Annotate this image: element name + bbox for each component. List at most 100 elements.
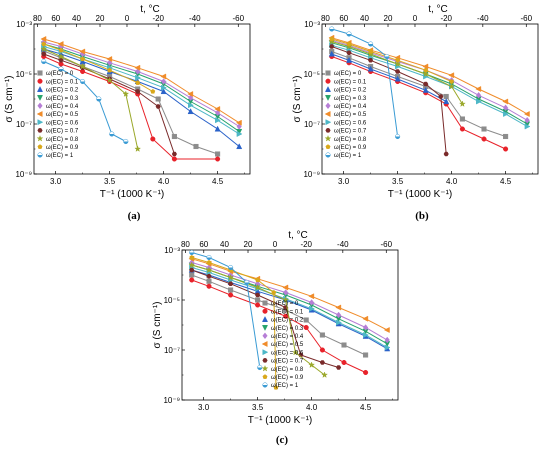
series-line: [43, 56, 218, 160]
y-tick-label: 10⁻⁵: [164, 296, 180, 305]
data-point: [443, 151, 449, 157]
data-point: [135, 89, 141, 94]
top-tick-label: 80: [33, 14, 42, 23]
data-point: [205, 266, 213, 273]
x-tick-label: 3.0: [50, 177, 62, 186]
data-point: [309, 305, 315, 312]
data-point: [214, 109, 221, 117]
data-point: [303, 317, 309, 323]
legend-marker: [36, 110, 43, 118]
series-7: [329, 44, 449, 157]
legend-marker: [36, 86, 44, 92]
data-point: [40, 45, 48, 52]
series-9: [41, 41, 156, 94]
top-tick-label: 60: [339, 14, 348, 23]
data-point: [319, 360, 325, 365]
data-point: [106, 59, 113, 67]
legend-marker: [325, 70, 331, 76]
data-point: [57, 40, 64, 48]
data-point: [481, 126, 487, 132]
data-point: [255, 292, 261, 298]
legend-entry: ω(EC) = 1: [46, 153, 74, 159]
data-point: [206, 283, 212, 289]
legend-entry: ω(EC) = 0.1: [334, 79, 367, 85]
legend-entry: ω(EC) = 0: [46, 71, 74, 77]
data-point: [345, 56, 353, 63]
top-tick-label: -40: [477, 14, 489, 23]
series-line: [191, 269, 339, 368]
data-point: [106, 55, 113, 63]
x-tick-label: 3.0: [338, 177, 350, 186]
data-point: [282, 296, 290, 303]
panel-label: (a): [128, 210, 141, 222]
data-point: [308, 299, 315, 306]
data-point: [346, 41, 352, 47]
series-0: [189, 272, 369, 358]
series-10: [41, 58, 129, 145]
data-point: [134, 145, 142, 152]
data-point: [188, 261, 196, 268]
data-point: [215, 156, 221, 162]
data-point: [503, 146, 509, 152]
data-point-fill: [41, 61, 47, 64]
data-point: [321, 371, 329, 378]
data-point: [458, 100, 466, 107]
data-point: [329, 44, 335, 49]
data-point: [79, 48, 86, 55]
y-tick-label: 10⁻⁹: [303, 170, 320, 179]
top-tick-label: -40: [337, 240, 349, 249]
legend-marker: [262, 332, 268, 340]
data-point: [214, 125, 221, 132]
data-point: [79, 62, 87, 70]
data-point: [476, 98, 482, 105]
legend-marker: [325, 128, 331, 133]
data-point: [367, 65, 374, 72]
legend-marker: [325, 78, 331, 84]
series-line: [191, 257, 277, 388]
legend: ω(EC) = 0 ω(EC) = 0.1 ω(EC) = 0.2 ω(EC) = 0…: [36, 70, 79, 159]
x-tick-label: 4.0: [446, 177, 458, 186]
series-8: [40, 45, 142, 152]
y-tick-label: 10⁻⁵: [304, 70, 320, 79]
legend-marker: [262, 300, 268, 306]
data-point: [308, 361, 316, 368]
data-point: [448, 82, 456, 90]
legend-entry: ω(EC) = 0.4: [271, 334, 304, 340]
legend-marker: [37, 144, 43, 149]
data-point: [215, 151, 221, 157]
top-tick-label: 40: [72, 14, 81, 23]
data-point: [214, 105, 221, 113]
data-point-fill: [109, 134, 115, 137]
data-point: [448, 72, 455, 79]
data-point: [150, 88, 156, 94]
legend-marker: [261, 316, 269, 322]
data-point: [255, 302, 261, 308]
legend-marker: [37, 102, 43, 110]
legend-entry: ω(EC) = 0.2: [271, 318, 304, 324]
top-tick-label: 60: [51, 14, 60, 23]
data-point: [303, 324, 309, 331]
series-line: [43, 43, 154, 92]
data-point: [206, 278, 212, 284]
legend-marker-fill: [37, 155, 43, 158]
data-point: [283, 289, 289, 296]
data-point: [155, 96, 161, 102]
y-tick-label: 10⁻⁵: [16, 70, 32, 79]
top-tick-label: -60: [381, 240, 393, 249]
legend-marker: [261, 325, 269, 331]
data-point: [524, 116, 530, 124]
data-point: [308, 293, 315, 300]
top-tick-label: 0: [413, 14, 418, 23]
top-tick-label: 0: [125, 14, 130, 23]
data-point: [328, 37, 336, 45]
data-point-fill: [257, 367, 263, 370]
x-axis-label: T⁻¹ (1000 K⁻¹): [248, 415, 312, 426]
top-tick-label: 80: [181, 240, 190, 249]
series-line: [43, 48, 139, 150]
chart-panel-a: 3.0 3.5 4.0 4.5 10⁻³ 10⁻⁵ 10⁻⁷ 10⁻⁹ 80 60 40 20 0 -20…: [4, 4, 251, 222]
top-tick-label: 40: [220, 240, 229, 249]
data-point: [503, 110, 509, 118]
y-tick-label: 10⁻⁷: [304, 120, 320, 129]
legend-entry: ω(EC) = 0.9: [334, 145, 367, 151]
data-point: [107, 67, 113, 73]
